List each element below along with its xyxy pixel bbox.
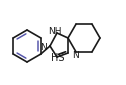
Text: NH: NH <box>48 27 62 36</box>
Text: N: N <box>72 52 79 61</box>
Text: N: N <box>40 42 47 52</box>
Text: HS: HS <box>51 53 65 63</box>
